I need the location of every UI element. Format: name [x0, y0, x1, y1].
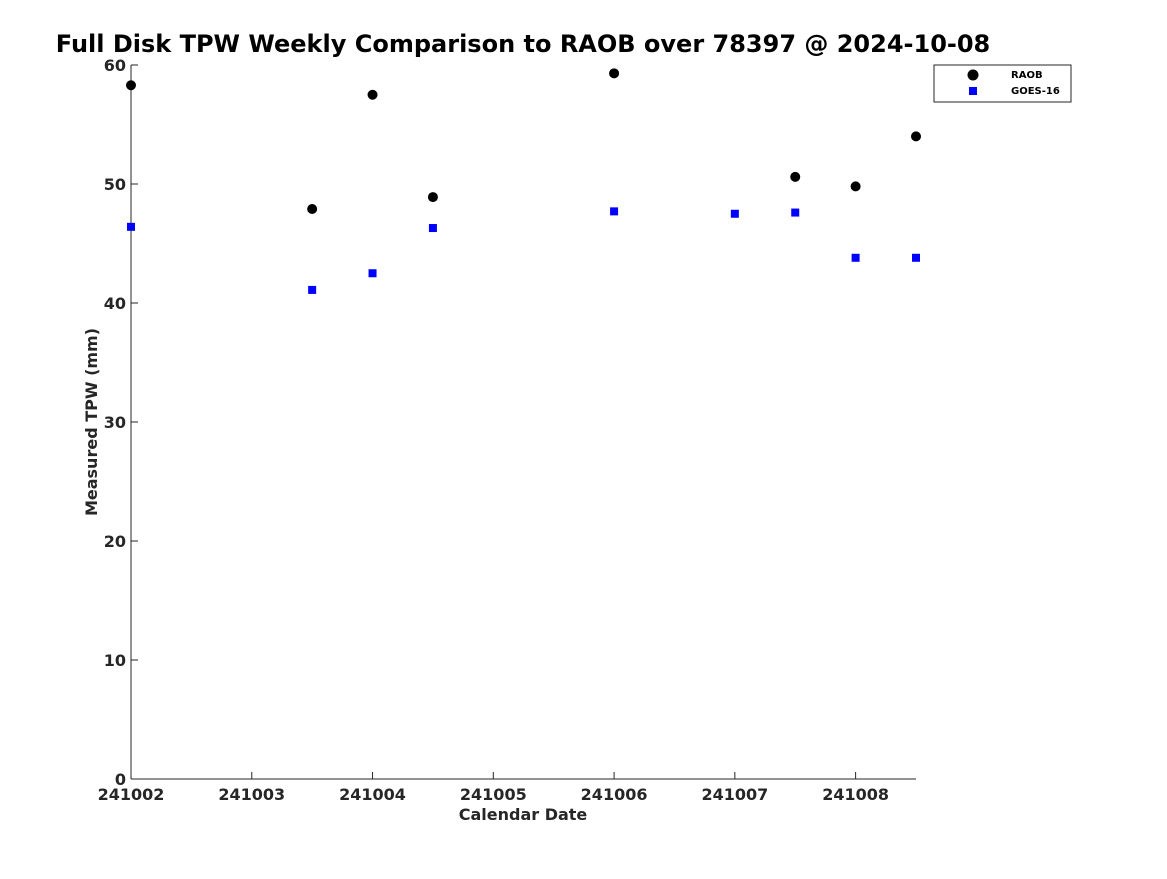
x-tick-label: 241006 — [581, 785, 648, 804]
data-point-goes-16 — [730, 209, 739, 218]
y-tick-label: 30 — [104, 413, 126, 432]
data-point-goes-16 — [368, 269, 377, 278]
data-point-raob — [126, 80, 136, 91]
legend-box — [933, 64, 1072, 103]
data-point-raob — [367, 89, 378, 100]
data-point-raob — [427, 192, 438, 203]
chart-title: Full Disk TPW Weekly Comparison to RAOB … — [56, 30, 991, 58]
data-point-raob — [790, 171, 801, 182]
x-tick-label: 241007 — [701, 785, 768, 804]
data-point-raob — [609, 68, 620, 79]
x-tick-label: 241002 — [98, 785, 165, 804]
y-tick-label: 50 — [104, 175, 126, 194]
y-tick-label: 0 — [115, 770, 126, 789]
data-point-raob — [850, 181, 861, 192]
data-point-raob — [307, 203, 318, 214]
legend-label-raob: RAOB — [1011, 70, 1043, 81]
ticks: 241002 241003 241004 241005 241006 241007 2410… — [98, 56, 889, 804]
data-point-goes-16 — [791, 208, 800, 217]
axes — [130, 65, 916, 780]
legend-label-goes-16: GOES-16 — [1011, 86, 1060, 97]
x-tick-label: 241003 — [218, 785, 285, 804]
legend: RAOB GOES-16 — [933, 64, 1072, 103]
y-tick-label: 60 — [104, 56, 126, 75]
data-point-raob — [911, 131, 921, 142]
x-tick-label: 241008 — [822, 785, 889, 804]
legend-marker-raob — [967, 69, 979, 81]
y-tick-label: 40 — [104, 294, 126, 313]
data-points — [126, 68, 921, 294]
y-tick-label: 10 — [104, 651, 126, 670]
y-tick-label: 20 — [104, 532, 126, 551]
data-point-goes-16 — [308, 285, 317, 294]
data-point-goes-16 — [851, 253, 860, 262]
x-tick-label: 241004 — [339, 785, 406, 804]
data-point-goes-16 — [127, 222, 135, 231]
x-axis-label: Calendar Date — [459, 805, 588, 824]
data-point-goes-16 — [428, 224, 437, 233]
x-tick-label: 241005 — [460, 785, 527, 804]
y-axis-label: Measured TPW (mm) — [82, 328, 101, 516]
data-point-goes-16 — [912, 253, 920, 262]
legend-marker-goes-16 — [969, 87, 977, 95]
data-point-goes-16 — [610, 207, 619, 216]
